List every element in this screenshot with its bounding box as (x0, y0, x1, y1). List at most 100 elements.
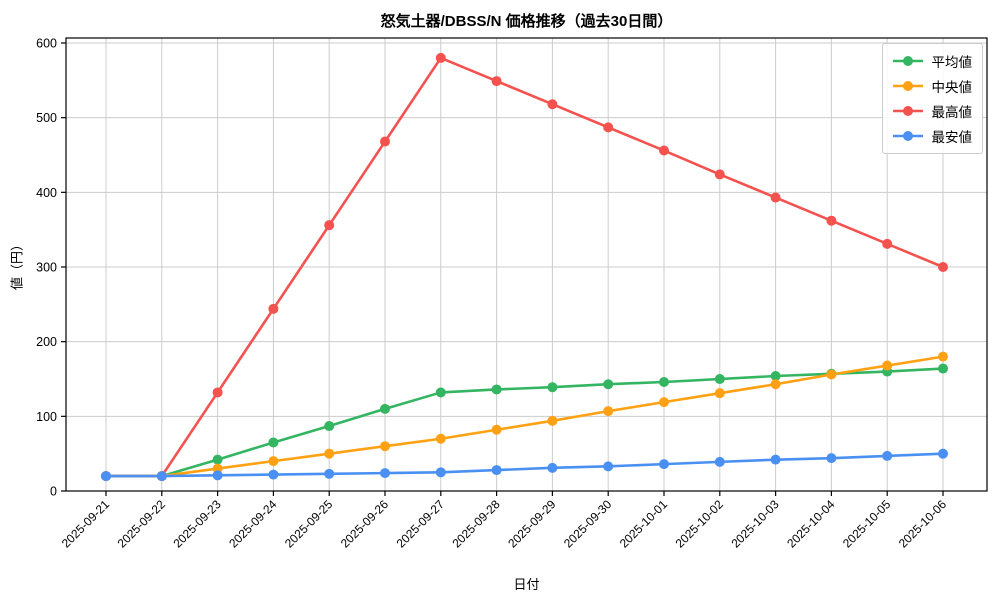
legend-item-1: 中央値 (892, 76, 973, 96)
data-point-1-11 (714, 388, 725, 399)
data-point-3-12 (770, 454, 781, 465)
x-tick-label: 2025-10-05 (840, 497, 894, 551)
data-point-1-12 (770, 379, 781, 390)
data-point-3-5 (380, 468, 390, 479)
legend-marker-icon (892, 106, 923, 116)
data-point-0-7 (491, 384, 502, 395)
y-tick-label: 300 (36, 261, 57, 275)
data-point-3-2 (212, 470, 223, 481)
chart-title: 怒気土器/DBSS/N 価格推移（過去30日間） (380, 13, 673, 30)
data-point-3-13 (826, 453, 837, 464)
x-tick-label: 2025-10-01 (617, 497, 671, 551)
data-point-1-9 (603, 406, 614, 417)
data-point-2-7 (491, 76, 502, 87)
data-point-2-2 (212, 387, 223, 398)
data-point-0-15 (938, 363, 948, 374)
data-point-0-4 (324, 421, 335, 432)
legend-label: 最高値 (931, 105, 973, 120)
legend-item-2: 最高値 (892, 101, 973, 121)
x-tick-label: 2025-09-30 (561, 497, 615, 551)
data-point-2-15 (938, 262, 948, 272)
x-tick-label: 2025-10-02 (673, 497, 727, 551)
x-tick-label: 2025-09-26 (338, 497, 392, 551)
data-point-1-5 (380, 441, 390, 452)
y-tick-label: 400 (36, 186, 57, 200)
x-tick-label: 2025-09-24 (226, 497, 280, 551)
y-tick-label: 500 (36, 111, 57, 125)
series-line-0 (106, 367, 944, 478)
data-point-0-12 (770, 371, 781, 382)
y-tick-label: 600 (36, 37, 57, 51)
data-point-3-9 (603, 461, 614, 472)
data-point-1-14 (882, 360, 893, 371)
data-point-2-8 (547, 99, 558, 110)
data-point-3-8 (547, 462, 558, 473)
data-point-3-6 (435, 467, 446, 478)
series-line-3 (106, 452, 944, 478)
legend-marker-icon (892, 56, 923, 66)
x-tick-label: 2025-09-29 (505, 497, 559, 551)
y-axis-label: 値（円） (9, 237, 25, 291)
data-point-2-11 (714, 169, 725, 180)
y-tick-label: 200 (36, 335, 57, 349)
x-tick-label: 2025-10-04 (784, 497, 838, 551)
data-point-0-10 (659, 376, 669, 387)
data-point-0-8 (547, 382, 558, 393)
data-point-1-10 (659, 397, 669, 408)
data-point-3-1 (156, 471, 167, 482)
data-point-0-9 (603, 379, 614, 390)
data-point-2-14 (882, 238, 893, 249)
data-point-2-4 (324, 220, 335, 231)
legend-marker-icon (892, 81, 923, 91)
data-point-1-3 (268, 456, 279, 467)
data-point-1-8 (547, 415, 558, 426)
y-tick-label: 0 (50, 485, 57, 499)
data-point-1-13 (826, 369, 837, 380)
data-point-2-5 (380, 136, 390, 147)
data-point-0-3 (268, 437, 279, 448)
legend-marker-icon (892, 131, 923, 141)
series-line-2 (106, 56, 944, 478)
data-point-0-2 (212, 454, 223, 465)
data-point-1-7 (491, 424, 502, 435)
data-point-3-14 (882, 450, 893, 461)
data-point-0-6 (435, 387, 446, 398)
legend-label: 最安値 (931, 130, 973, 145)
data-point-3-4 (324, 468, 335, 479)
data-point-0-11 (714, 374, 725, 384)
y-tick-label: 100 (36, 410, 57, 424)
data-point-2-9 (603, 122, 614, 133)
plot-border (65, 37, 988, 492)
data-point-3-11 (714, 456, 725, 467)
data-point-2-6 (435, 52, 446, 63)
data-point-2-12 (770, 192, 781, 203)
x-tick-label: 2025-09-21 (59, 497, 113, 551)
data-point-3-0 (101, 471, 111, 482)
x-tick-label: 2025-10-06 (896, 497, 950, 551)
x-tick-label: 2025-09-27 (394, 497, 448, 551)
series-line-1 (106, 355, 944, 478)
x-tick-label: 2025-09-25 (282, 497, 336, 551)
x-tick-label: 2025-09-28 (449, 497, 503, 551)
data-point-2-13 (826, 215, 837, 226)
data-point-3-3 (268, 469, 279, 480)
data-point-3-7 (491, 465, 502, 476)
x-tick-label: 2025-09-23 (170, 497, 224, 551)
data-point-3-15 (938, 448, 948, 459)
x-tick-label: 2025-09-22 (115, 497, 169, 551)
legend-label: 中央値 (931, 80, 973, 95)
data-point-0-5 (380, 403, 390, 414)
x-axis-label: 日付 (513, 577, 540, 592)
data-point-3-10 (659, 459, 669, 470)
chart-legend: 平均値中央値最高値最安値 (881, 43, 983, 154)
data-point-2-10 (659, 145, 669, 156)
legend-label: 平均値 (931, 55, 973, 70)
legend-item-3: 最安値 (892, 126, 973, 146)
x-tick-label: 2025-10-03 (728, 497, 782, 551)
legend-item-0: 平均値 (892, 51, 973, 71)
data-point-1-15 (938, 351, 948, 362)
data-point-1-6 (435, 433, 446, 444)
data-point-2-3 (268, 303, 279, 314)
